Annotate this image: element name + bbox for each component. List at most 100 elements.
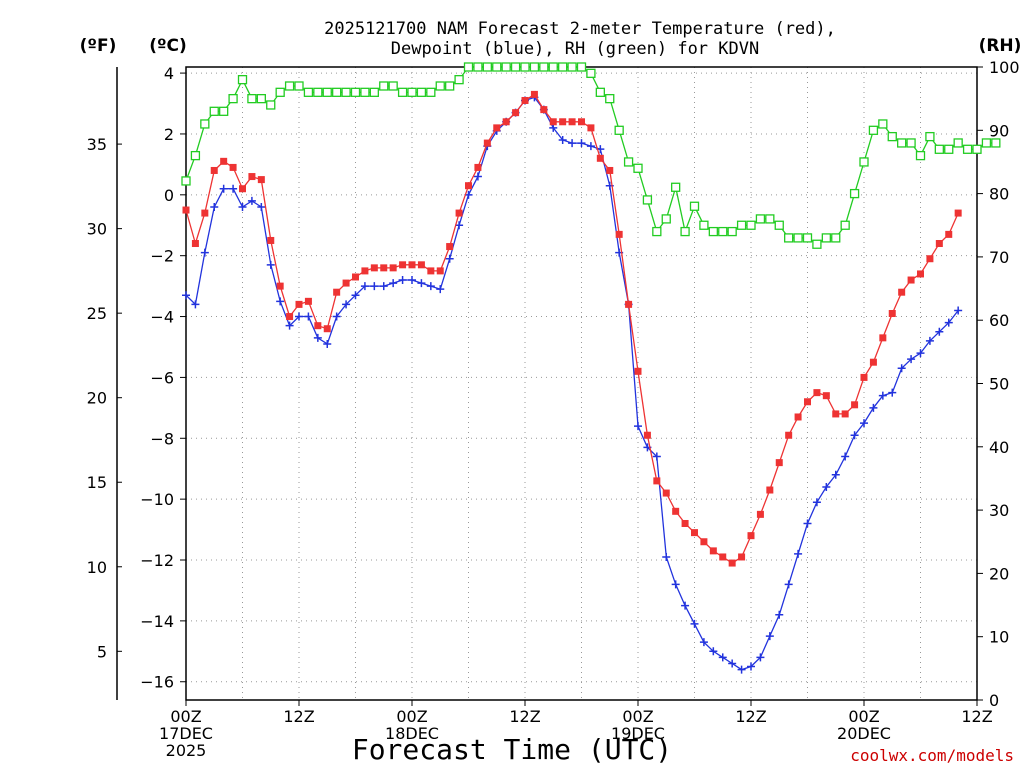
temperature-point (314, 322, 322, 330)
celsius-tick-label: −8 (150, 429, 174, 448)
celsius-unit-label: (ºC) (149, 36, 187, 56)
rh-series (181, 62, 1001, 249)
dewpoint-point (229, 184, 238, 193)
rh-point (284, 81, 295, 91)
dewpoint-point (389, 279, 398, 288)
fahrenheit-tick-label: 15 (87, 473, 107, 492)
temperature-point (549, 118, 557, 126)
rh-point (633, 163, 643, 173)
temperature-point (917, 270, 924, 278)
time-tick-label: 20DEC (837, 724, 891, 743)
celsius-tick-label: −16 (140, 673, 174, 692)
temperature-point (662, 489, 670, 497)
celsius-tick-label: −10 (140, 490, 174, 509)
dewpoint-point (417, 279, 426, 288)
rh-point (548, 62, 558, 72)
time-tick-label: 12Z (961, 707, 992, 726)
dewpoint-point (398, 276, 407, 285)
dewpoint-point (944, 318, 953, 327)
rh-point (699, 220, 709, 230)
temperature-point (606, 166, 614, 174)
dewpoint-point (351, 291, 360, 300)
temperature-point (201, 209, 209, 217)
rh-point (209, 106, 219, 116)
temperature-point (427, 267, 435, 275)
rh-point (341, 87, 351, 97)
dewpoint-point (775, 610, 784, 619)
rh-point (266, 100, 276, 110)
dewpoint-point (652, 452, 661, 461)
rh-point (200, 119, 210, 129)
celsius-tick-label: −14 (140, 612, 174, 631)
rh-point (322, 87, 332, 97)
rh-point (793, 233, 803, 243)
temperature-point (756, 510, 764, 518)
rh-tick-label: 30 (989, 501, 1009, 520)
rh-point (388, 81, 398, 91)
temperature-point (191, 240, 199, 248)
time-tick-label: 19DEC (611, 724, 665, 743)
temperature-point (417, 261, 425, 269)
dewpoint-point (718, 653, 727, 662)
dewpoint-point (897, 364, 906, 373)
rh-point (605, 94, 615, 104)
dewpoint-point (916, 349, 925, 358)
temperature-point (728, 559, 736, 567)
rh-tick-label: 80 (989, 185, 1009, 204)
dewpoint-point (925, 336, 934, 345)
temperature-point (521, 96, 529, 104)
rh-point (595, 87, 605, 97)
rh-tick-label: 50 (989, 375, 1009, 394)
rh-point (812, 239, 822, 249)
rh-point (897, 138, 907, 148)
dewpoint-point (869, 403, 878, 412)
temperature-point (408, 261, 416, 269)
temperature-point (653, 477, 661, 485)
time-tick-label: 00Z (622, 707, 653, 726)
rh-point (181, 176, 191, 186)
rh-point (539, 62, 549, 72)
dewpoint-point (257, 202, 266, 211)
rh-point (840, 220, 850, 230)
rh-point (718, 226, 728, 237)
celsius-tick-label: −6 (150, 368, 174, 387)
dewpoint-point (210, 202, 219, 211)
dewpoint-point (586, 142, 595, 151)
temperature-point (267, 236, 275, 244)
rh-point (510, 62, 521, 72)
rh-point (689, 201, 700, 211)
temperature-point (286, 313, 294, 321)
temperature-point (578, 118, 585, 126)
temperature-point (851, 401, 859, 409)
dewpoint-point (332, 312, 341, 321)
rh-point (774, 220, 784, 230)
rh-point (219, 106, 229, 116)
rh-point (360, 87, 370, 97)
temperature-point (399, 261, 407, 269)
dewpoint-point (878, 391, 887, 400)
time-tick-label: 12Z (735, 707, 766, 726)
credit-link[interactable]: coolwx.com/models (850, 746, 1014, 765)
temperature-point (747, 532, 755, 540)
dewpoint-point (408, 276, 416, 285)
temperature-point (804, 398, 811, 406)
temperature-point (898, 288, 906, 296)
temperature-point (822, 392, 830, 400)
rh-point (642, 195, 653, 205)
dewpoint-point (634, 422, 642, 431)
dewpoint-point (323, 339, 332, 348)
dewpoint-point (907, 355, 916, 364)
temperature-point (691, 529, 698, 537)
rh-tick-label: 60 (989, 311, 1009, 330)
dewpoint-point (445, 254, 454, 263)
dewpoint-point (860, 419, 868, 428)
temperature-point (625, 300, 633, 308)
temperature-point (220, 157, 228, 165)
temperature-point (352, 273, 359, 281)
rh-tick-label: 20 (989, 564, 1009, 583)
rh-tick-label: 40 (989, 438, 1009, 457)
rh-point (454, 75, 464, 85)
temperature-point (926, 255, 934, 263)
dewpoint-point (671, 580, 680, 589)
